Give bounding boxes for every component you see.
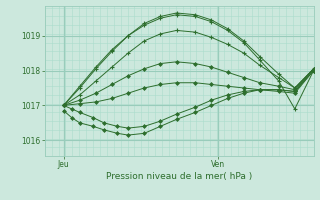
X-axis label: Pression niveau de la mer( hPa ): Pression niveau de la mer( hPa ) (106, 172, 252, 181)
